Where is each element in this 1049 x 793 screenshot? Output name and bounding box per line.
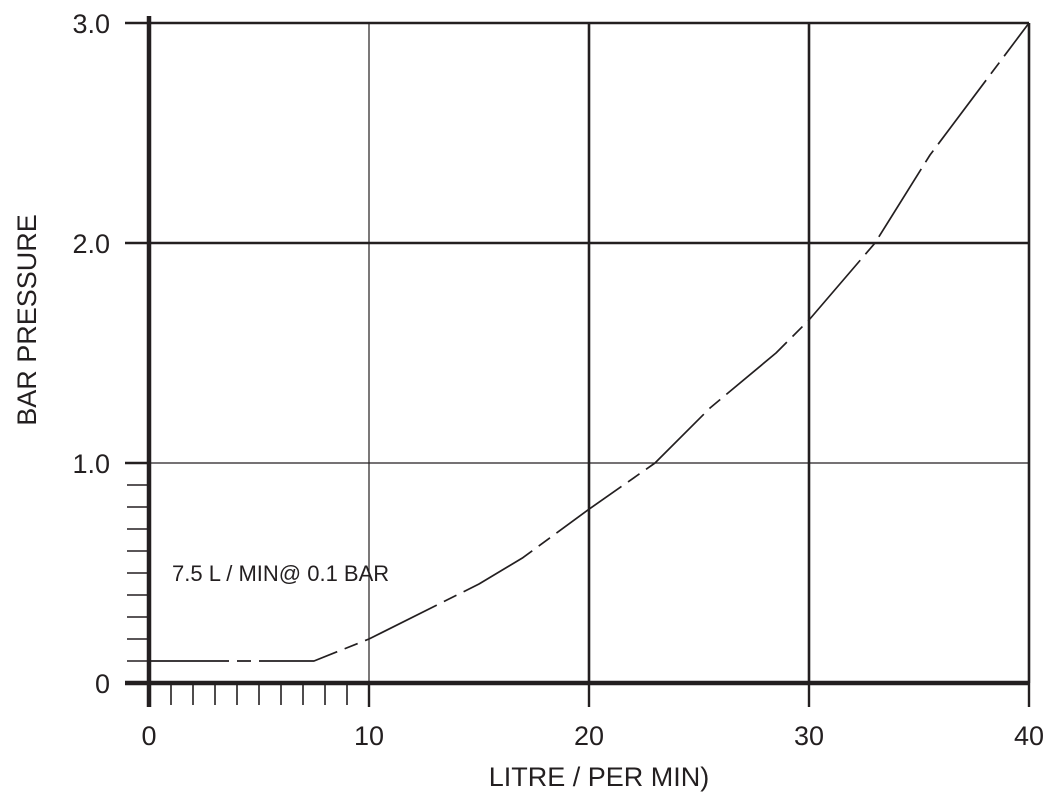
x-tick-label-30: 30 — [794, 721, 824, 751]
y-tick-label-0: 0 — [95, 669, 110, 699]
minor-tick-marks — [127, 484, 348, 705]
x-tick-label-10: 10 — [354, 721, 384, 751]
grid-lines — [149, 21, 1031, 683]
x-tick-label-40: 40 — [1014, 721, 1044, 751]
y-axis-label: BAR PRESSURE — [12, 214, 42, 426]
series-layer — [149, 22, 1030, 662]
y-tick-label-3.0: 3.0 — [72, 9, 110, 39]
y-tick-label-1.0: 1.0 — [72, 449, 110, 479]
y-tick-label-2.0: 2.0 — [72, 229, 110, 259]
annotation-label: 7.5 L / MIN@ 0.1 BAR — [172, 561, 389, 586]
x-tick-label-20: 20 — [574, 721, 604, 751]
x-axis-label: LITRE / PER MIN) — [489, 762, 710, 792]
tick-labels: 0 10 20 30 40 0 1.0 2.0 3.0 — [72, 9, 1044, 751]
axes — [125, 16, 1031, 707]
x-tick-label-0: 0 — [141, 721, 156, 751]
series-line-0 — [149, 22, 1030, 662]
